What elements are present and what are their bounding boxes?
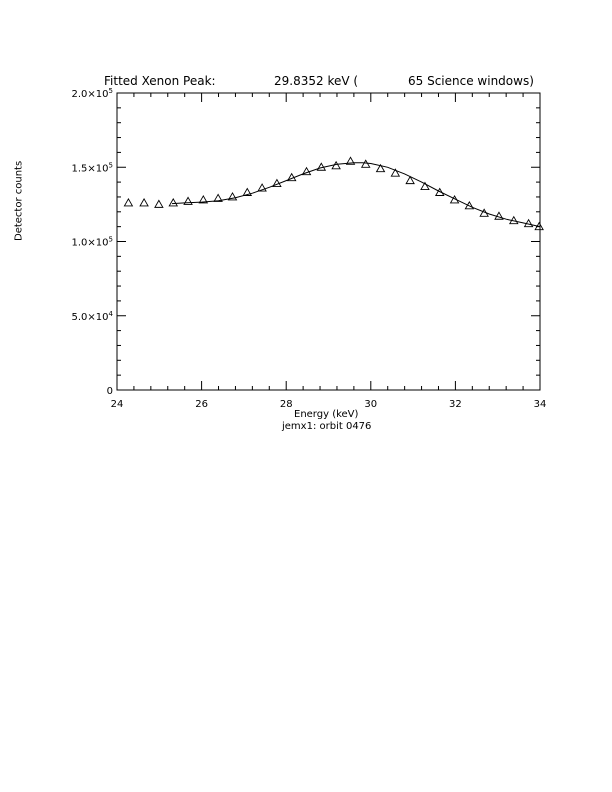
fit-curve [171, 162, 541, 228]
data-point-triangle [183, 196, 193, 205]
y-axis-ticks: 0 5.0×104 1.0×105 1.5×105 2.0×105 [72, 87, 540, 397]
x-axis-ticks: 24 26 28 30 32 34 [111, 93, 547, 410]
data-point-triangle [479, 208, 489, 217]
y-tick-label: 1.0×105 [72, 236, 113, 249]
data-points-group [123, 156, 544, 231]
chart-title-part1: Fitted Xenon Peak: [104, 74, 216, 88]
data-point-triangle [390, 168, 401, 177]
data-point-triangle [508, 215, 519, 225]
data-point-triangle [227, 192, 238, 201]
data-point-triangle [523, 218, 534, 228]
data-point-triangle [494, 211, 504, 220]
data-point-triangle [272, 178, 282, 188]
x-tick-label: 34 [534, 399, 547, 410]
data-point-triangle [123, 197, 134, 207]
x-tick-label: 30 [364, 399, 377, 410]
y-tick-label: 1.5×105 [72, 161, 113, 174]
y-tick-label: 0 [107, 386, 113, 397]
data-point-triangle [286, 172, 297, 182]
data-point-triangle [449, 195, 460, 204]
x-tick-label: 28 [280, 399, 293, 410]
data-point-triangle [316, 162, 327, 171]
data-point-triangle [405, 175, 415, 185]
data-point-triangle [154, 199, 164, 208]
data-point-triangle [360, 159, 371, 168]
chart-footer: jemx1: orbit 0476 [282, 421, 372, 432]
data-point-triangle [257, 183, 267, 192]
x-tick-label: 24 [111, 399, 124, 410]
y-tick-label: 5.0×104 [72, 310, 114, 323]
data-point-triangle [301, 166, 312, 176]
data-point-triangle [534, 221, 544, 231]
data-point-triangle [213, 193, 223, 202]
data-point-triangle [434, 187, 445, 196]
data-point-triangle [242, 187, 253, 196]
chart-title-part2: 29.8352 keV ( [274, 74, 359, 88]
x-tick-label: 32 [449, 399, 462, 410]
data-point-triangle [168, 197, 179, 207]
data-point-triangle [331, 160, 341, 170]
data-point-triangle [375, 163, 386, 173]
x-axis-title: Energy (keV) [294, 409, 359, 420]
data-point-triangle [345, 156, 356, 165]
data-point-triangle [198, 195, 209, 204]
chart-title-part3: 65 Science windows) [408, 74, 534, 88]
y-tick-label: 2.0×105 [72, 87, 113, 100]
data-point-triangle [139, 197, 149, 207]
fit-curve-group [171, 162, 541, 228]
y-axis-title: Detector counts [13, 160, 25, 241]
data-point-triangle [464, 200, 475, 210]
x-tick-label: 26 [195, 399, 208, 410]
data-point-triangle [420, 181, 430, 191]
